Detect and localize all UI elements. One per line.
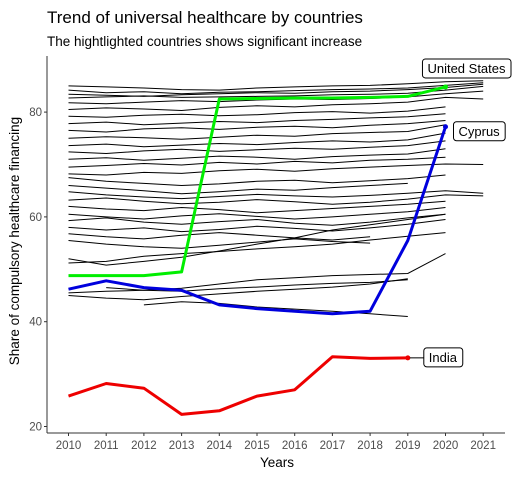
x-axis-title: Years xyxy=(260,455,294,470)
background-series-line-9 xyxy=(68,120,446,133)
highlight-series-group xyxy=(68,84,448,416)
background-series-line-17 xyxy=(68,182,408,195)
x-tick-label: 2021 xyxy=(470,440,496,452)
label-box-united-states xyxy=(421,58,512,79)
background-series-line-6 xyxy=(68,96,484,112)
chart-subtitle: The hightlighted countries shows signifi… xyxy=(47,34,362,49)
background-series-line-2 xyxy=(68,82,484,95)
y-tick-label: 80 xyxy=(29,107,42,119)
label-box-cyprus xyxy=(453,121,506,142)
background-series-line-20 xyxy=(68,200,446,214)
x-tick-label: 2018 xyxy=(357,440,383,452)
background-series-line-13 xyxy=(68,148,446,161)
axes xyxy=(46,56,505,434)
background-series-group xyxy=(68,80,484,317)
background-series-line-19 xyxy=(68,194,484,205)
background-series-line-22 xyxy=(68,213,446,226)
x-tick-label: 2012 xyxy=(131,440,157,452)
background-series-line-10 xyxy=(68,124,446,140)
background-series-line-11 xyxy=(68,132,446,148)
label-box-india xyxy=(423,347,464,368)
background-series-line-16 xyxy=(68,174,446,187)
x-tick-label: 2016 xyxy=(282,440,308,452)
label-text-india: India xyxy=(429,350,458,365)
x-tick-label: 2011 xyxy=(94,440,119,452)
label-text-united-states: United States xyxy=(427,61,506,76)
x-ticks: 2010 2011 2012 2013 2014 2015 2016 2017 2018 2019… xyxy=(56,433,496,452)
y-tick-label: 20 xyxy=(29,422,42,434)
series-line-united-states xyxy=(68,85,446,278)
background-series-line-30 xyxy=(143,301,408,317)
background-series-line-8 xyxy=(68,113,446,126)
y-tick-label: 40 xyxy=(29,317,42,329)
label-india: India xyxy=(409,347,464,368)
series-endpoint-cyprus xyxy=(443,124,448,130)
background-series-line-27 xyxy=(68,232,446,264)
y-ticks: 20 40 60 80 xyxy=(29,107,47,434)
label-text-cyprus: Cyprus xyxy=(459,124,501,139)
background-series-line-21 xyxy=(68,207,446,220)
background-series-line-18 xyxy=(68,190,484,200)
x-tick-label: 2013 xyxy=(169,440,195,452)
background-series-line-23 xyxy=(68,219,446,233)
y-axis-title: Share of compulsory healthcare financing xyxy=(7,117,22,365)
x-tick-label: 2020 xyxy=(433,440,459,452)
x-tick-label: 2010 xyxy=(56,440,82,452)
series-endpoint-india xyxy=(405,355,411,361)
x-tick-label: 2017 xyxy=(320,440,346,452)
x-tick-label: 2019 xyxy=(395,440,421,452)
background-series-line-25 xyxy=(68,238,371,249)
background-series-line-28 xyxy=(68,253,446,294)
background-series-line-24 xyxy=(68,232,371,241)
series-line-india xyxy=(68,355,408,416)
series-endpoint-united-states xyxy=(443,84,448,90)
chart-title: Trend of universal healthcare by countri… xyxy=(47,8,363,27)
y-tick-label: 60 xyxy=(29,212,42,224)
label-united-states: United States xyxy=(421,58,512,79)
x-tick-label: 2014 xyxy=(207,440,233,452)
label-cyprus: Cyprus xyxy=(453,121,506,142)
background-series-line-1 xyxy=(68,80,484,91)
background-series-line-12 xyxy=(68,140,446,155)
x-tick-label: 2015 xyxy=(244,440,270,452)
background-series-line-7 xyxy=(68,106,446,118)
background-series-line-14 xyxy=(68,156,446,168)
background-series-line-26 xyxy=(68,213,446,266)
background-series-line-31 xyxy=(106,279,408,292)
series-labels: United States Cyprus India xyxy=(409,58,512,368)
background-series-line-29 xyxy=(68,278,408,301)
background-series-line-15 xyxy=(68,163,484,176)
background-series-line-4 xyxy=(68,85,484,99)
series-line-cyprus xyxy=(68,126,447,316)
